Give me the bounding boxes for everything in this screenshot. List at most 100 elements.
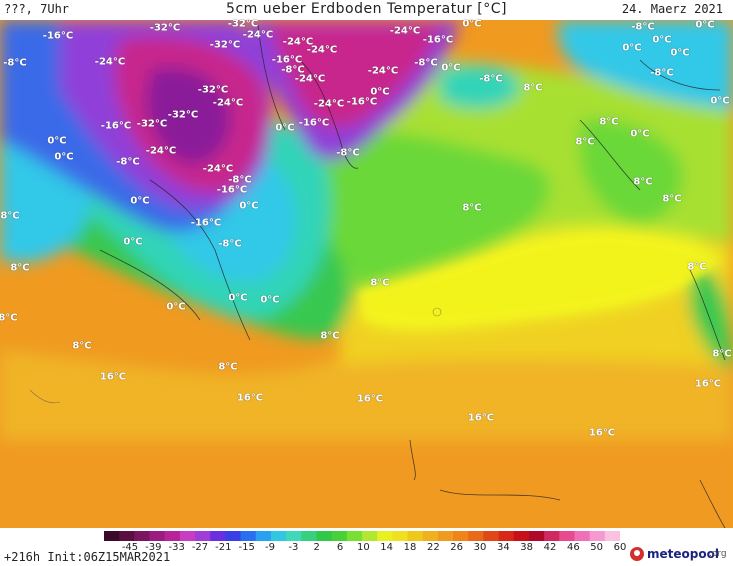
colorbar-swatch (392, 531, 409, 541)
colorbar-tick-label: -33 (168, 542, 185, 553)
temperature-label: -8°C (218, 238, 242, 250)
temperature-label: -24°C (212, 97, 244, 109)
colorbar-swatch (544, 531, 560, 541)
colorbar-swatch (240, 531, 257, 541)
temperature-label: -8°C (116, 156, 140, 168)
temperature-label: 0°C (630, 128, 650, 140)
temperature-label: 0°C (239, 200, 259, 212)
colorbar-swatch (498, 531, 515, 541)
map-date: 24. Maerz 2021 (621, 2, 723, 16)
header-bar: ???, 7Uhr 5cm ueber Erdboden Temperatur … (0, 0, 733, 20)
temperature-label: 8°C (462, 202, 482, 214)
colorbar-tick-label: -21 (215, 542, 232, 553)
colorbar-swatch (301, 531, 317, 541)
temperature-label: 0°C (462, 18, 482, 30)
temperature-label: -24°C (282, 36, 314, 48)
logo-tld: .org (709, 549, 727, 559)
temperature-map (0, 20, 733, 528)
temperature-label: 16°C (236, 392, 264, 404)
colorbar-swatch (528, 531, 545, 541)
colorbar-tick-label: 2 (313, 542, 320, 553)
colorbar-swatch (255, 531, 272, 541)
colorbar-swatch (286, 531, 302, 541)
temperature-label: 8°C (10, 262, 30, 274)
temperature-label: 8°C (370, 277, 390, 289)
temperature-label: 16°C (694, 378, 722, 390)
colorbar-swatch (513, 531, 530, 541)
temperature-label: 8°C (687, 261, 707, 273)
temperature-label: 8°C (662, 193, 682, 205)
colorbar-swatch (377, 531, 393, 541)
colorbar-swatch (316, 531, 333, 541)
temperature-label: 0°C (260, 294, 280, 306)
temperature-label: 0°C (710, 95, 730, 107)
colorbar-swatch (604, 531, 620, 541)
temperature-label: -32°C (227, 18, 259, 30)
temperature-label: -8°C (281, 64, 305, 76)
temperature-label: 0°C (622, 42, 642, 54)
temperature-label: -24°C (306, 44, 338, 56)
temperature-label: -8°C (336, 147, 360, 159)
colorbar-swatch (468, 531, 484, 541)
temperature-label: 8°C (0, 312, 18, 324)
colorbar-tick-label: -27 (191, 542, 209, 553)
temperature-label: 0°C (441, 62, 461, 74)
colorbar-swatch (422, 531, 439, 541)
temperature-label: -16°C (42, 30, 74, 42)
colorbar-swatch (270, 531, 287, 541)
temperature-label: 0°C (695, 19, 715, 31)
colorbar-swatch (574, 531, 591, 541)
colorbar-tick-label: 6 (336, 542, 344, 553)
colorbar-swatch (225, 531, 242, 541)
colorbar-tick-label: 60 (613, 542, 627, 553)
temperature-label: 0°C (228, 292, 248, 304)
temperature-label: 0°C (275, 122, 295, 134)
temperature-label: -16°C (422, 34, 454, 46)
temperature-label: -24°C (294, 73, 326, 85)
temperature-label: 0°C (670, 47, 690, 59)
colorbar-swatch (104, 531, 120, 541)
temperature-label: -8°C (228, 174, 252, 186)
temperature-label: -8°C (3, 57, 27, 69)
temperature-label: 0°C (370, 86, 390, 98)
temperature-label: -24°C (145, 145, 177, 157)
temperature-label: 0°C (123, 236, 143, 248)
init-time-label: +216h Init:06Z15MAR2021 (4, 550, 171, 564)
temperature-label: -16°C (298, 117, 330, 129)
colorbar (104, 531, 620, 541)
meteopool-logo[interactable]: meteopool .org (630, 546, 730, 564)
temperature-label: 8°C (218, 361, 238, 373)
temperature-label: -32°C (197, 84, 229, 96)
temperature-label: 8°C (599, 116, 619, 128)
temperature-label: -24°C (313, 98, 345, 110)
colorbar-tick-label: 50 (590, 542, 604, 553)
colorbar-tick-label: -3 (288, 542, 299, 553)
colorbar-swatch (589, 531, 606, 541)
temperature-label: -8°C (631, 21, 655, 33)
colorbar-swatch (119, 531, 135, 541)
colorbar-tick-label: -45 (121, 542, 139, 553)
temperature-label: -24°C (242, 29, 274, 41)
colorbar-tick-label: 26 (450, 542, 464, 553)
colorbar-tick-label: 46 (566, 542, 580, 553)
colorbar-swatch (164, 531, 181, 541)
colorbar-tick-label: -39 (145, 542, 162, 553)
temperature-label: -16°C (190, 217, 222, 229)
colorbar-swatch (483, 531, 500, 541)
colorbar-tick-label: 30 (473, 542, 487, 553)
colorbar-swatch (331, 531, 348, 541)
temperature-label: -8°C (414, 57, 438, 69)
temperature-label: -16°C (100, 120, 132, 132)
colorbar-tick-label: 42 (543, 542, 557, 553)
temperature-label: 8°C (633, 176, 653, 188)
colorbar-tick-label: 22 (426, 542, 440, 553)
temperature-label: 0°C (166, 301, 186, 313)
colorbar-tick-label: 14 (380, 542, 394, 553)
colorbar-tick-label: -15 (238, 542, 255, 553)
meteopool-logo-icon (630, 547, 644, 561)
colorbar-swatch (453, 531, 469, 541)
temperature-label: 0°C (47, 135, 67, 147)
temperature-label: -16°C (216, 184, 248, 196)
colorbar-swatch (210, 531, 226, 541)
temperature-label: 8°C (712, 348, 732, 360)
